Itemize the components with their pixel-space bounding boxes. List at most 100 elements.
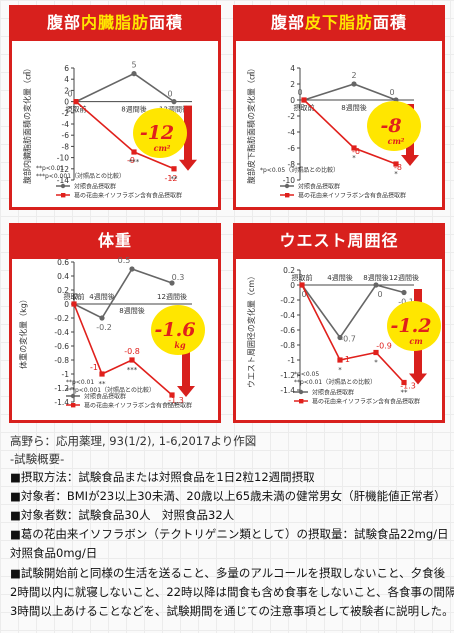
waist-chart: 0.2 0 -0.2 -0.4 -0.6 -0.8 -1 -1.2 -1.4 ウエスト周囲径の変化… — [246, 266, 441, 406]
legend-test-label: 葛の花由来イソフラボン含有食品摂取群 — [298, 192, 406, 200]
y-tick-label: 4 — [64, 75, 69, 84]
x-tick-label: 8週間後 — [119, 306, 144, 315]
y-tick-label: 0 — [64, 98, 69, 107]
legend-test-marker — [285, 193, 290, 198]
highlight-arrow-head — [177, 386, 195, 397]
result-badge-unit: cm² — [154, 143, 171, 153]
x-tick-label: 摂取前 — [64, 292, 85, 301]
control-data-point — [401, 289, 407, 296]
y-tick-label: -10 — [57, 154, 69, 163]
y-tick-label: -8 — [62, 142, 70, 151]
panel-header — [12, 8, 218, 41]
legend-test-marker — [71, 403, 76, 408]
x-tick-label: 12週間後 — [157, 292, 187, 301]
significance-marker: * — [374, 359, 378, 367]
y-tick-label: 0 — [290, 281, 295, 290]
legend-test-marker — [61, 193, 66, 198]
legend-control-marker — [60, 183, 66, 189]
legend-control-label: 対照食品摂取群 — [298, 183, 340, 191]
result-badge — [367, 101, 421, 151]
x-tick-label: 8週間後 — [363, 273, 388, 282]
test-data-point — [351, 145, 357, 151]
test-data-point — [401, 379, 407, 386]
control-data-point — [373, 282, 379, 288]
result-badge-unit: cm² — [388, 136, 405, 146]
legend-test-label: 葛の花由来イソフラボン含有食品摂取群 — [74, 192, 182, 200]
significance-marker: ** — [401, 389, 409, 397]
significance-marker: ** — [99, 380, 107, 388]
y-axis-label: 腹部内臓脂肪面積の変化量（㎠） — [22, 64, 32, 184]
result-badge-value: -12 — [140, 122, 174, 144]
control-data-label: 2 — [351, 71, 356, 80]
y-tick-label: -2 — [62, 109, 70, 118]
legend-control-label: 対照食品摂取群 — [312, 389, 354, 397]
test-data-point — [373, 349, 379, 356]
summary-line: 対照食品0mg/日 — [10, 546, 98, 560]
summary-line: ■葛の花由来イソフラボン（テクトリゲニン類として）の摂取量：試験食品22mg/日 — [10, 527, 449, 541]
y-tick-label: -0.2 — [54, 314, 69, 323]
control-series-line — [301, 284, 405, 339]
result-badge — [387, 301, 441, 351]
x-tick-label: 8週間後 — [121, 105, 146, 114]
result-badge — [133, 108, 187, 158]
control-data-label: -0.1 — [398, 298, 414, 307]
result-badge-value: -8 — [380, 115, 401, 137]
test-data-label: -12 — [164, 174, 177, 183]
test-data-point — [99, 371, 105, 377]
y-tick-label: -4 — [288, 128, 296, 137]
control-data-label: 5 — [131, 61, 136, 70]
y-tick-label: 0.6 — [57, 258, 69, 267]
significance-marker: * — [352, 154, 356, 162]
highlight-arrow-head — [401, 155, 419, 166]
y-tick-label: -0.6 — [54, 342, 69, 351]
highlight-arrow-head — [409, 373, 427, 385]
legend-test-label: 葛の花由来イソフラボン含有食品摂取群 — [312, 398, 420, 406]
y-axis-label: 腹部皮下脂肪面積の変化量（㎠） — [246, 64, 256, 184]
test-data-label: -1.3 — [168, 396, 184, 405]
result-badge-unit: kg — [174, 340, 186, 350]
footnote: **p<0.01 — [36, 165, 64, 172]
legend-control-marker — [284, 183, 290, 189]
y-axis-label: 体重の変化量（kg） — [18, 295, 28, 369]
test-data-label: -1 — [90, 363, 98, 372]
panel-title: 体重 — [97, 231, 132, 250]
y-tick-label: -2 — [288, 112, 296, 121]
panel-header — [236, 226, 442, 259]
panel-visceral-fat: 腹部内臓脂肪面積 6 4 2 0 -2 -4 -6 -8 -10 -12 -14 腹部内臓脂肪面積の変… — [9, 5, 221, 210]
y-tick-label: -0.6 — [280, 326, 295, 335]
x-tick-label: 12週間後 — [159, 105, 189, 114]
y-tick-label: -0.8 — [280, 341, 295, 350]
y-tick-label: 2 — [64, 86, 69, 95]
test-series-line — [73, 303, 173, 396]
control-data-label: -0.7 — [340, 335, 356, 344]
y-tick-label: -0.4 — [280, 311, 295, 320]
summary-line: 3時間以上あけることなどを、試験期間を通じての注意事項として被験者に説明した。 — [10, 604, 454, 618]
summary-line: ■摂取方法：試験食品または対照食品を1日2粒12週間摂取 — [10, 470, 315, 484]
significance-marker: *** — [167, 401, 178, 409]
test-data-label: -8 — [394, 163, 402, 172]
x-tick-label: 4週間後 — [327, 273, 352, 282]
control-data-point — [131, 71, 137, 77]
x-tick-label: 8週間後 — [341, 103, 366, 112]
footnote: **p<0.01（対照品との比較） — [294, 378, 376, 386]
y-tick-label: -1 — [62, 370, 70, 379]
y-tick-label: 0 — [290, 96, 295, 105]
highlight-arrow-head — [179, 159, 197, 171]
result-badge-unit: cm — [409, 336, 422, 346]
control-series-line — [73, 268, 173, 320]
test-data-point — [131, 149, 137, 155]
panel-title: 腹部皮下脂肪面積 — [270, 13, 408, 32]
result-badge-value: -1.6 — [155, 319, 196, 341]
y-tick-label: 4 — [290, 64, 295, 73]
control-data-label: 0.5 — [118, 256, 131, 265]
test-data-point — [129, 357, 135, 363]
x-tick-label: 12週間後 — [389, 273, 419, 282]
legend-control-label: 対照食品摂取群 — [74, 183, 116, 191]
test-data-label: -6 — [352, 147, 360, 156]
y-tick-label: -0.2 — [280, 296, 295, 305]
x-tick-label: 摂取前 — [66, 105, 87, 114]
y-tick-label: -4 — [62, 120, 70, 129]
control-data-point — [129, 266, 135, 272]
y-tick-label: -10 — [283, 176, 295, 185]
